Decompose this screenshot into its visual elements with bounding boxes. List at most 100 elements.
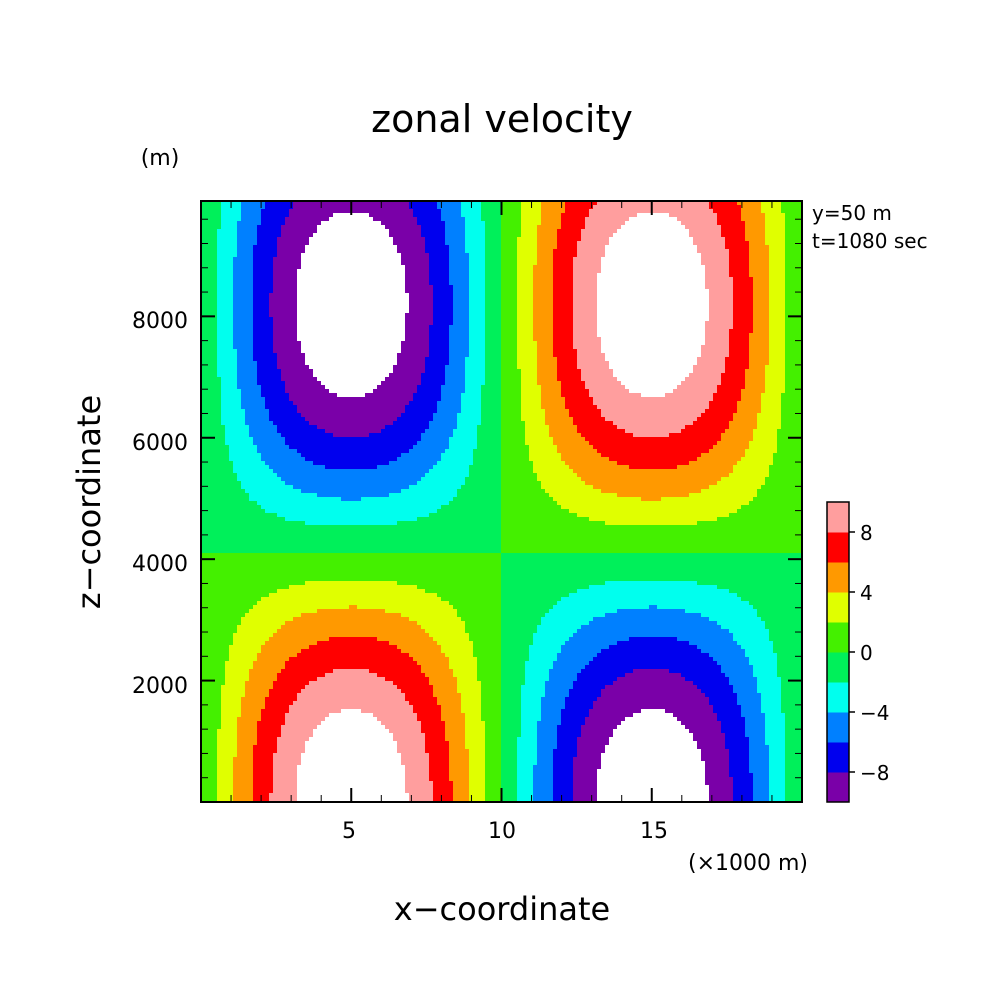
contour-cell [341, 289, 346, 294]
contour-cell [621, 217, 626, 222]
contour-cell [541, 293, 546, 298]
contour-cell [453, 253, 458, 258]
contour-cell [225, 301, 230, 306]
contour-cell [453, 329, 458, 334]
contour-cell [657, 297, 662, 302]
contour-cell [321, 221, 326, 226]
contour-cell [661, 245, 666, 250]
contour-cell [525, 241, 530, 246]
contour-cell [797, 285, 802, 290]
contour-cell [749, 241, 754, 246]
contour-cell [645, 273, 650, 278]
contour-cell [725, 313, 730, 318]
contour-cell [757, 305, 762, 310]
contour-cell [537, 225, 542, 230]
contour-cell [305, 261, 310, 266]
contour-cell [429, 273, 434, 278]
contour-cell [713, 245, 718, 250]
contour-cell [401, 201, 406, 206]
contour-cell [285, 249, 290, 254]
contour-cell [389, 325, 394, 330]
contour-cell [505, 229, 510, 234]
contour-cell [365, 217, 370, 222]
contour-cell [373, 265, 378, 270]
contour-cell [269, 301, 274, 306]
contour-cell [241, 305, 246, 310]
contour-cell [529, 305, 534, 310]
contour-cell [513, 313, 518, 318]
contour-cell [701, 205, 706, 210]
contour-cell [525, 329, 530, 334]
contour-cell [437, 317, 442, 322]
contour-cell [465, 265, 470, 270]
contour-cell [753, 201, 758, 206]
contour-cell [349, 269, 354, 274]
contour-cell [229, 213, 234, 218]
contour-cell [273, 317, 278, 322]
contour-cell [549, 265, 554, 270]
contour-cell [365, 253, 370, 258]
contour-cell [281, 237, 286, 242]
contour-cell [265, 277, 270, 282]
contour-cell [597, 321, 602, 326]
contour-cell [745, 309, 750, 314]
contour-cell [645, 245, 650, 250]
contour-cell [749, 233, 754, 238]
contour-cell [209, 249, 214, 254]
contour-cell [737, 253, 742, 258]
contour-cell [457, 253, 462, 258]
contour-cell [269, 245, 274, 250]
contour-cell [717, 321, 722, 326]
contour-cell [345, 249, 350, 254]
contour-cell [597, 325, 602, 330]
contour-cell [401, 205, 406, 210]
contour-cell [205, 277, 210, 282]
contour-cell [525, 301, 530, 306]
contour-cell [617, 269, 622, 274]
contour-cell [701, 253, 706, 258]
contour-cell [229, 249, 234, 254]
contour-cell [669, 205, 674, 210]
contour-cell [305, 265, 310, 270]
contour-cell [253, 297, 258, 302]
contour-cell [281, 309, 286, 314]
contour-cell [261, 309, 266, 314]
contour-cell [565, 317, 570, 322]
contour-cell [449, 221, 454, 226]
contour-cell [777, 273, 782, 278]
contour-cell [393, 325, 398, 330]
contour-cell [697, 305, 702, 310]
contour-cell [485, 225, 490, 230]
contour-cell [353, 265, 358, 270]
contour-cell [733, 225, 738, 230]
contour-cell [789, 257, 794, 262]
contour-cell [661, 329, 666, 334]
contour-cell [601, 225, 606, 230]
contour-cell [441, 293, 446, 298]
contour-cell [613, 309, 618, 314]
contour-cell [669, 213, 674, 218]
contour-cell [697, 225, 702, 230]
contour-cell [709, 253, 714, 258]
contour-cell [445, 269, 450, 274]
contour-cell [717, 273, 722, 278]
contour-cell [401, 277, 406, 282]
contour-cell [617, 257, 622, 262]
contour-cell [541, 257, 546, 262]
contour-cell [573, 253, 578, 258]
contour-cell [349, 313, 354, 318]
contour-cell [777, 201, 782, 206]
contour-cell [293, 241, 298, 246]
contour-cell [453, 269, 458, 274]
contour-cell [601, 309, 606, 314]
contour-cell [793, 225, 798, 230]
contour-cell [585, 221, 590, 226]
contour-cell [421, 273, 426, 278]
contour-cell [405, 313, 410, 318]
contour-cell [301, 277, 306, 282]
contour-cell [389, 309, 394, 314]
contour-cell [437, 277, 442, 282]
contour-cell [569, 205, 574, 210]
contour-cell [505, 297, 510, 302]
contour-cell [589, 257, 594, 262]
